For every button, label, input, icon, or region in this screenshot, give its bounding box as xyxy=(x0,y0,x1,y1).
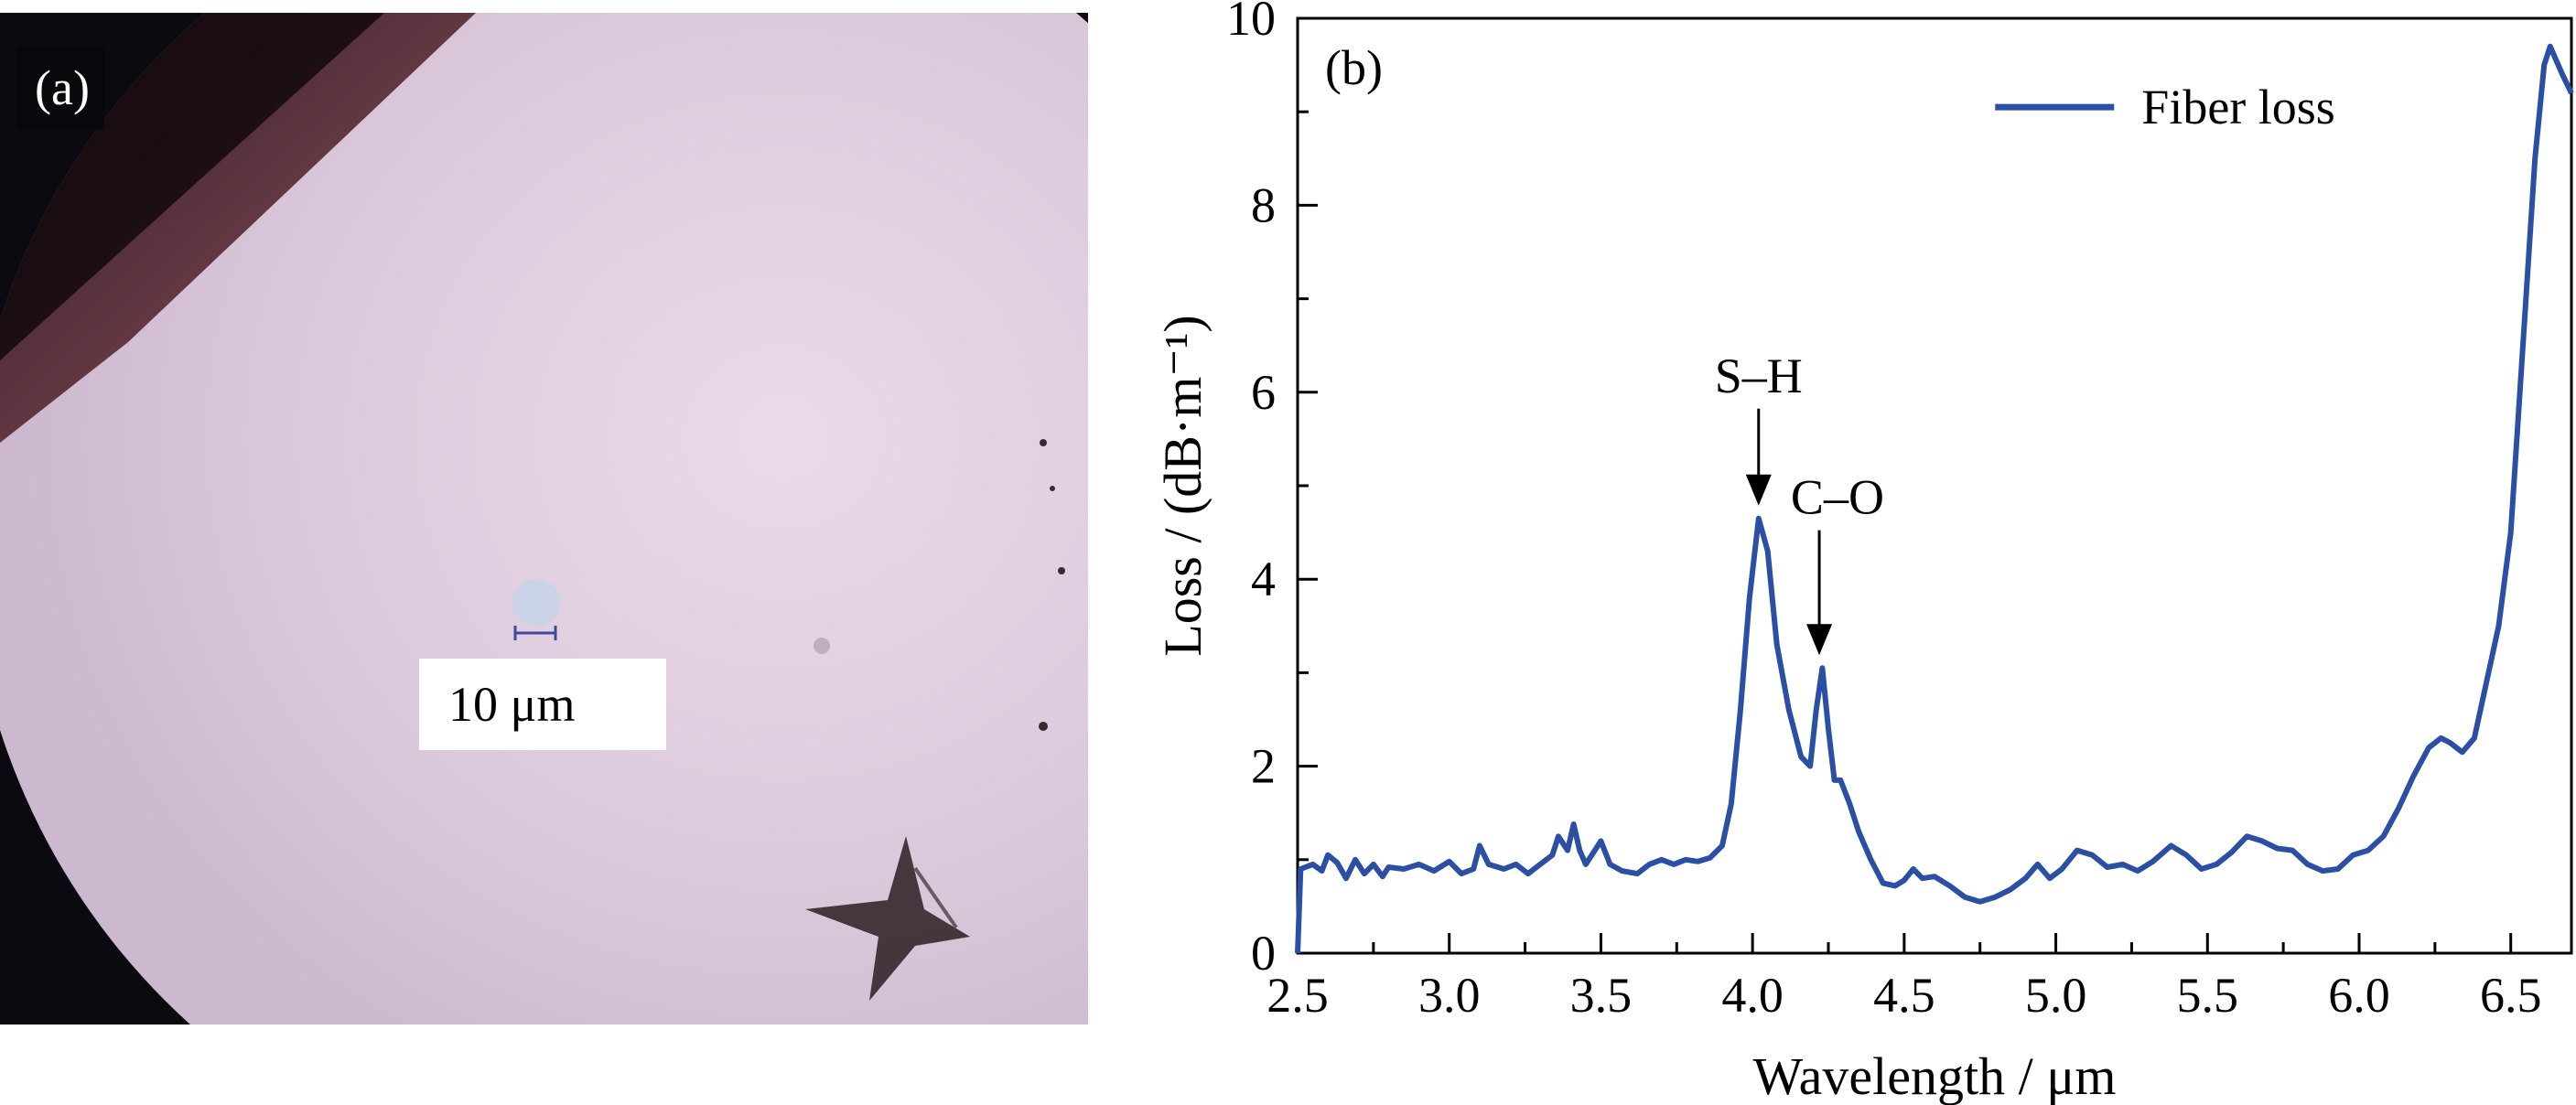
y-axis-label: Loss / (dB·m⁻¹) xyxy=(1153,315,1213,656)
x-axis-label: Wavelength / μm xyxy=(1753,1046,2117,1105)
y-tick-label: 2 xyxy=(1251,739,1276,794)
panel-b-label: (b) xyxy=(1325,40,1383,95)
annotation-label: S–H xyxy=(1715,349,1803,403)
x-tick-label: 6.0 xyxy=(2328,968,2390,1023)
chart-annotations: S–H C–O xyxy=(1715,349,1884,656)
x-tick-label: 6.5 xyxy=(2480,968,2542,1023)
series-line-fiber-loss xyxy=(1295,43,2574,954)
annotation-arrowhead xyxy=(1745,474,1772,506)
x-tick-label: 5.0 xyxy=(2025,968,2087,1023)
x-tick-label: 4.5 xyxy=(1873,968,1935,1023)
chart-ticks: 2.5 3.0 3.5 4.0 4.5 5.0 5.5 6.0 6.5 0 2 4 6 8 10 xyxy=(1226,0,2541,1023)
legend-label: Fiber loss xyxy=(2141,80,2335,134)
y-tick-label: 0 xyxy=(1251,926,1276,981)
y-tick-label: 8 xyxy=(1251,177,1276,232)
x-tick-label: 2.5 xyxy=(1266,968,1329,1023)
micrograph-panel: (a) 10 μm xyxy=(0,13,1088,1025)
x-tick-label: 4.0 xyxy=(1721,968,1784,1023)
x-tick-label: 5.5 xyxy=(2177,968,2239,1023)
y-tick-label: 6 xyxy=(1251,365,1276,420)
x-tick-label: 3.0 xyxy=(1418,968,1481,1023)
x-tick-label: 3.5 xyxy=(1570,968,1633,1023)
micrograph-image xyxy=(0,13,1088,1025)
loss-chart: 2.5 3.0 3.5 4.0 4.5 5.0 5.5 6.0 6.5 0 2 4 6 8 10 S–H C–… xyxy=(1098,0,2576,1105)
y-tick-label: 4 xyxy=(1251,552,1276,606)
annotation-label: C–O xyxy=(1791,470,1884,525)
y-tick-label: 10 xyxy=(1226,0,1276,46)
chart-series xyxy=(1295,43,2574,954)
chart-legend: Fiber loss xyxy=(1995,80,2335,134)
panel-a-label: (a) xyxy=(16,46,104,130)
plot-frame xyxy=(1296,16,2573,955)
annotation-arrowhead xyxy=(1806,624,1833,656)
scale-bar xyxy=(513,626,557,640)
loss-chart-svg: 2.5 3.0 3.5 4.0 4.5 5.0 5.5 6.0 6.5 0 2 4 6 8 10 S–H C–… xyxy=(1153,0,2574,1105)
scale-bar-label: 10 μm xyxy=(419,659,666,750)
chart-axes xyxy=(1296,16,2573,955)
